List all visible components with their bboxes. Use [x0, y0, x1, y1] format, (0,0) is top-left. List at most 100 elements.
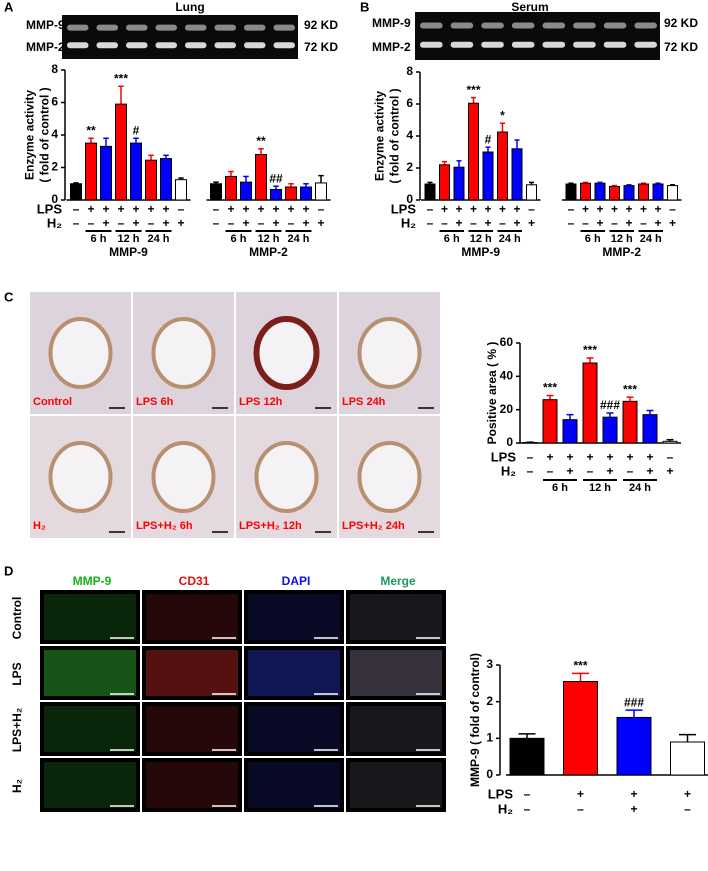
condition-sign: + [630, 787, 637, 801]
airway [48, 441, 113, 513]
fluorescence-signal [248, 650, 340, 696]
gel-band [67, 42, 89, 49]
fluorescence-image [244, 646, 344, 700]
y-tick-label: 40 [500, 369, 514, 383]
bar [522, 442, 538, 444]
bar [115, 103, 127, 201]
condition-sign: – [228, 216, 235, 230]
condition-sign: + [177, 216, 184, 230]
significance: # [485, 132, 492, 146]
condition-sign: + [513, 202, 520, 216]
fluorescence-image [142, 758, 242, 812]
time-label: 6 h [231, 233, 247, 245]
airway [151, 441, 216, 513]
bar [315, 182, 327, 201]
condition-label: LPS [491, 449, 517, 464]
bar [563, 681, 598, 776]
condition-sign: + [227, 202, 234, 216]
condition-label: H₂ [47, 215, 62, 230]
condition-sign: + [117, 202, 124, 216]
gel-label: MMP-2 [372, 40, 411, 54]
panel-label: A [4, 0, 14, 14]
condition-sign: + [654, 202, 661, 216]
y-tick-label: 0 [406, 192, 413, 206]
condition-sign: + [528, 216, 535, 230]
significance: ** [256, 134, 266, 148]
fluorescence-image [40, 590, 140, 644]
condition-sign: + [272, 202, 279, 216]
y-axis-label: MMP-9 ( fold of control) [468, 653, 482, 787]
bar [582, 362, 598, 444]
condition-sign: + [257, 202, 264, 216]
condition-sign: – [568, 216, 575, 230]
condition-sign: + [566, 450, 573, 464]
condition-sign: + [611, 202, 618, 216]
time-label: 12 h [117, 233, 139, 245]
condition-sign: – [582, 216, 589, 230]
condition-sign: + [513, 216, 520, 230]
condition-sign: – [667, 450, 674, 464]
time-label: 12 h [257, 233, 279, 245]
condition-sign: + [287, 202, 294, 216]
condition-sign: – [499, 216, 506, 230]
time-label: 24 h [629, 482, 651, 494]
bar [85, 142, 97, 201]
gel-band [603, 41, 627, 48]
bar [580, 182, 591, 201]
condition-sign: + [484, 216, 491, 230]
fluorescence-signal [350, 706, 442, 752]
fluorescence-signal [350, 762, 442, 808]
condition-sign: + [630, 802, 637, 816]
bar [602, 416, 618, 444]
condition-sign: – [470, 216, 477, 230]
time-label: 12 h [589, 482, 611, 494]
condition-sign: + [654, 216, 661, 230]
gel-band [185, 24, 207, 31]
y-tick-label: 6 [51, 95, 58, 109]
y-tick-label: 4 [51, 127, 58, 141]
condition-label: H₂ [401, 215, 416, 230]
gel-size: 72 KD [664, 40, 698, 54]
y-tick-label: 3 [486, 657, 493, 671]
condition-sign: + [646, 464, 653, 478]
condition-sign: + [102, 202, 109, 216]
airway [151, 317, 216, 389]
gel-image [62, 15, 298, 59]
condition-sign: + [596, 202, 603, 216]
gel-size: 92 KD [664, 16, 698, 30]
airway [357, 441, 422, 513]
condition-sign: + [640, 202, 647, 216]
gel-label: MMP-9 [372, 16, 411, 30]
condition-sign: – [627, 464, 634, 478]
bar [453, 166, 465, 201]
bar [609, 185, 620, 201]
gel-band [573, 22, 596, 29]
airway [357, 317, 422, 389]
significance: *** [583, 343, 597, 357]
bar [130, 142, 142, 201]
significance: *** [543, 381, 557, 395]
condition-sign: + [484, 202, 491, 216]
condition-sign: – [527, 450, 534, 464]
bar [542, 399, 558, 444]
panel-label: C [4, 289, 14, 304]
bar [482, 151, 494, 201]
fluorescence-image [346, 646, 446, 700]
condition-label: H₂ [501, 463, 516, 478]
condition-sign: + [441, 202, 448, 216]
condition-sign: + [87, 202, 94, 216]
condition-sign: – [524, 787, 531, 801]
condition-sign: + [272, 216, 279, 230]
image-column-label: Merge [380, 574, 416, 588]
condition-sign: + [147, 202, 154, 216]
y-tick-label: 0 [51, 192, 58, 206]
condition-sign: + [302, 202, 309, 216]
gel-band [244, 24, 266, 31]
bar [145, 159, 157, 201]
bar [616, 716, 652, 776]
condition-sign: – [148, 216, 155, 230]
fluorescence-image [346, 702, 446, 756]
time-label: 24 h [640, 233, 662, 245]
condition-sign: – [178, 202, 185, 216]
